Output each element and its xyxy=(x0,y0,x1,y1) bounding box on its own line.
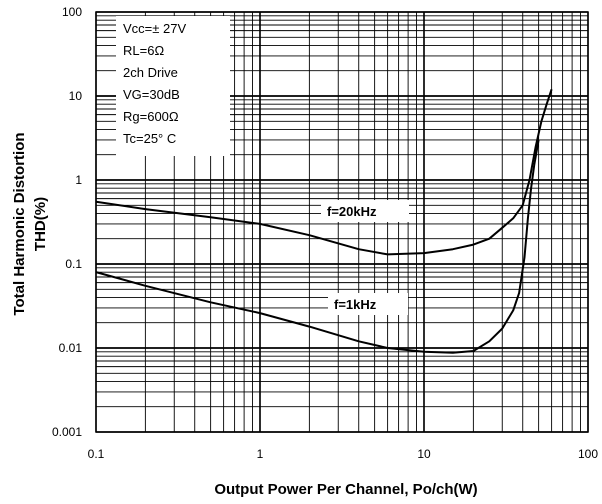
x-axis-title: Output Power Per Channel, Po/ch(W) xyxy=(214,481,477,498)
series-label-1khz: f=1kHz xyxy=(334,297,377,312)
condition-rg: Rg=600Ω xyxy=(123,109,179,124)
x-tick-label: 1 xyxy=(257,447,264,461)
series-label-20khz-background xyxy=(321,200,409,222)
series-line-1khz xyxy=(95,139,540,354)
y-tick-label: 0.1 xyxy=(65,257,82,271)
series-line-20khz xyxy=(95,88,553,256)
condition-vg: VG=30dB xyxy=(123,87,180,102)
series-label-1khz-box: f=1kHz xyxy=(328,293,408,315)
plot-frame xyxy=(95,11,589,433)
y-tick-label: 0.001 xyxy=(52,425,82,439)
y-tick-label: 0.01 xyxy=(59,341,83,355)
condition-vcc: Vcc=± 27V xyxy=(123,21,186,36)
x-tick-label: 0.1 xyxy=(88,447,105,461)
series-lines xyxy=(95,88,553,354)
series-label-20khz-box: f=20kHz xyxy=(321,200,409,222)
x-tick-label: 10 xyxy=(417,447,431,461)
y-tick-label: 10 xyxy=(69,89,83,103)
y-axis-title-line1: Total Harmonic Distortion xyxy=(11,132,28,315)
y-axis-title-line2: THD(%) xyxy=(32,197,49,251)
condition-drive: 2ch Drive xyxy=(123,65,178,80)
y-tick-label: 1 xyxy=(75,173,82,187)
conditions-box-background xyxy=(116,16,230,156)
condition-tc: Tc=25° C xyxy=(123,131,176,146)
x-tick-label: 100 xyxy=(578,447,598,461)
condition-rl: RL=6Ω xyxy=(123,43,164,58)
conditions-box: Vcc=± 27V RL=6Ω 2ch Drive VG=30dB Rg=600… xyxy=(116,16,230,156)
series-label-1khz-background xyxy=(328,293,408,315)
series-label-20khz: f=20kHz xyxy=(327,204,377,219)
y-tick-label: 100 xyxy=(62,5,82,19)
tick-labels: 0.1 1 10 100 100 10 1 0.1 0.01 0.001 xyxy=(52,5,598,461)
